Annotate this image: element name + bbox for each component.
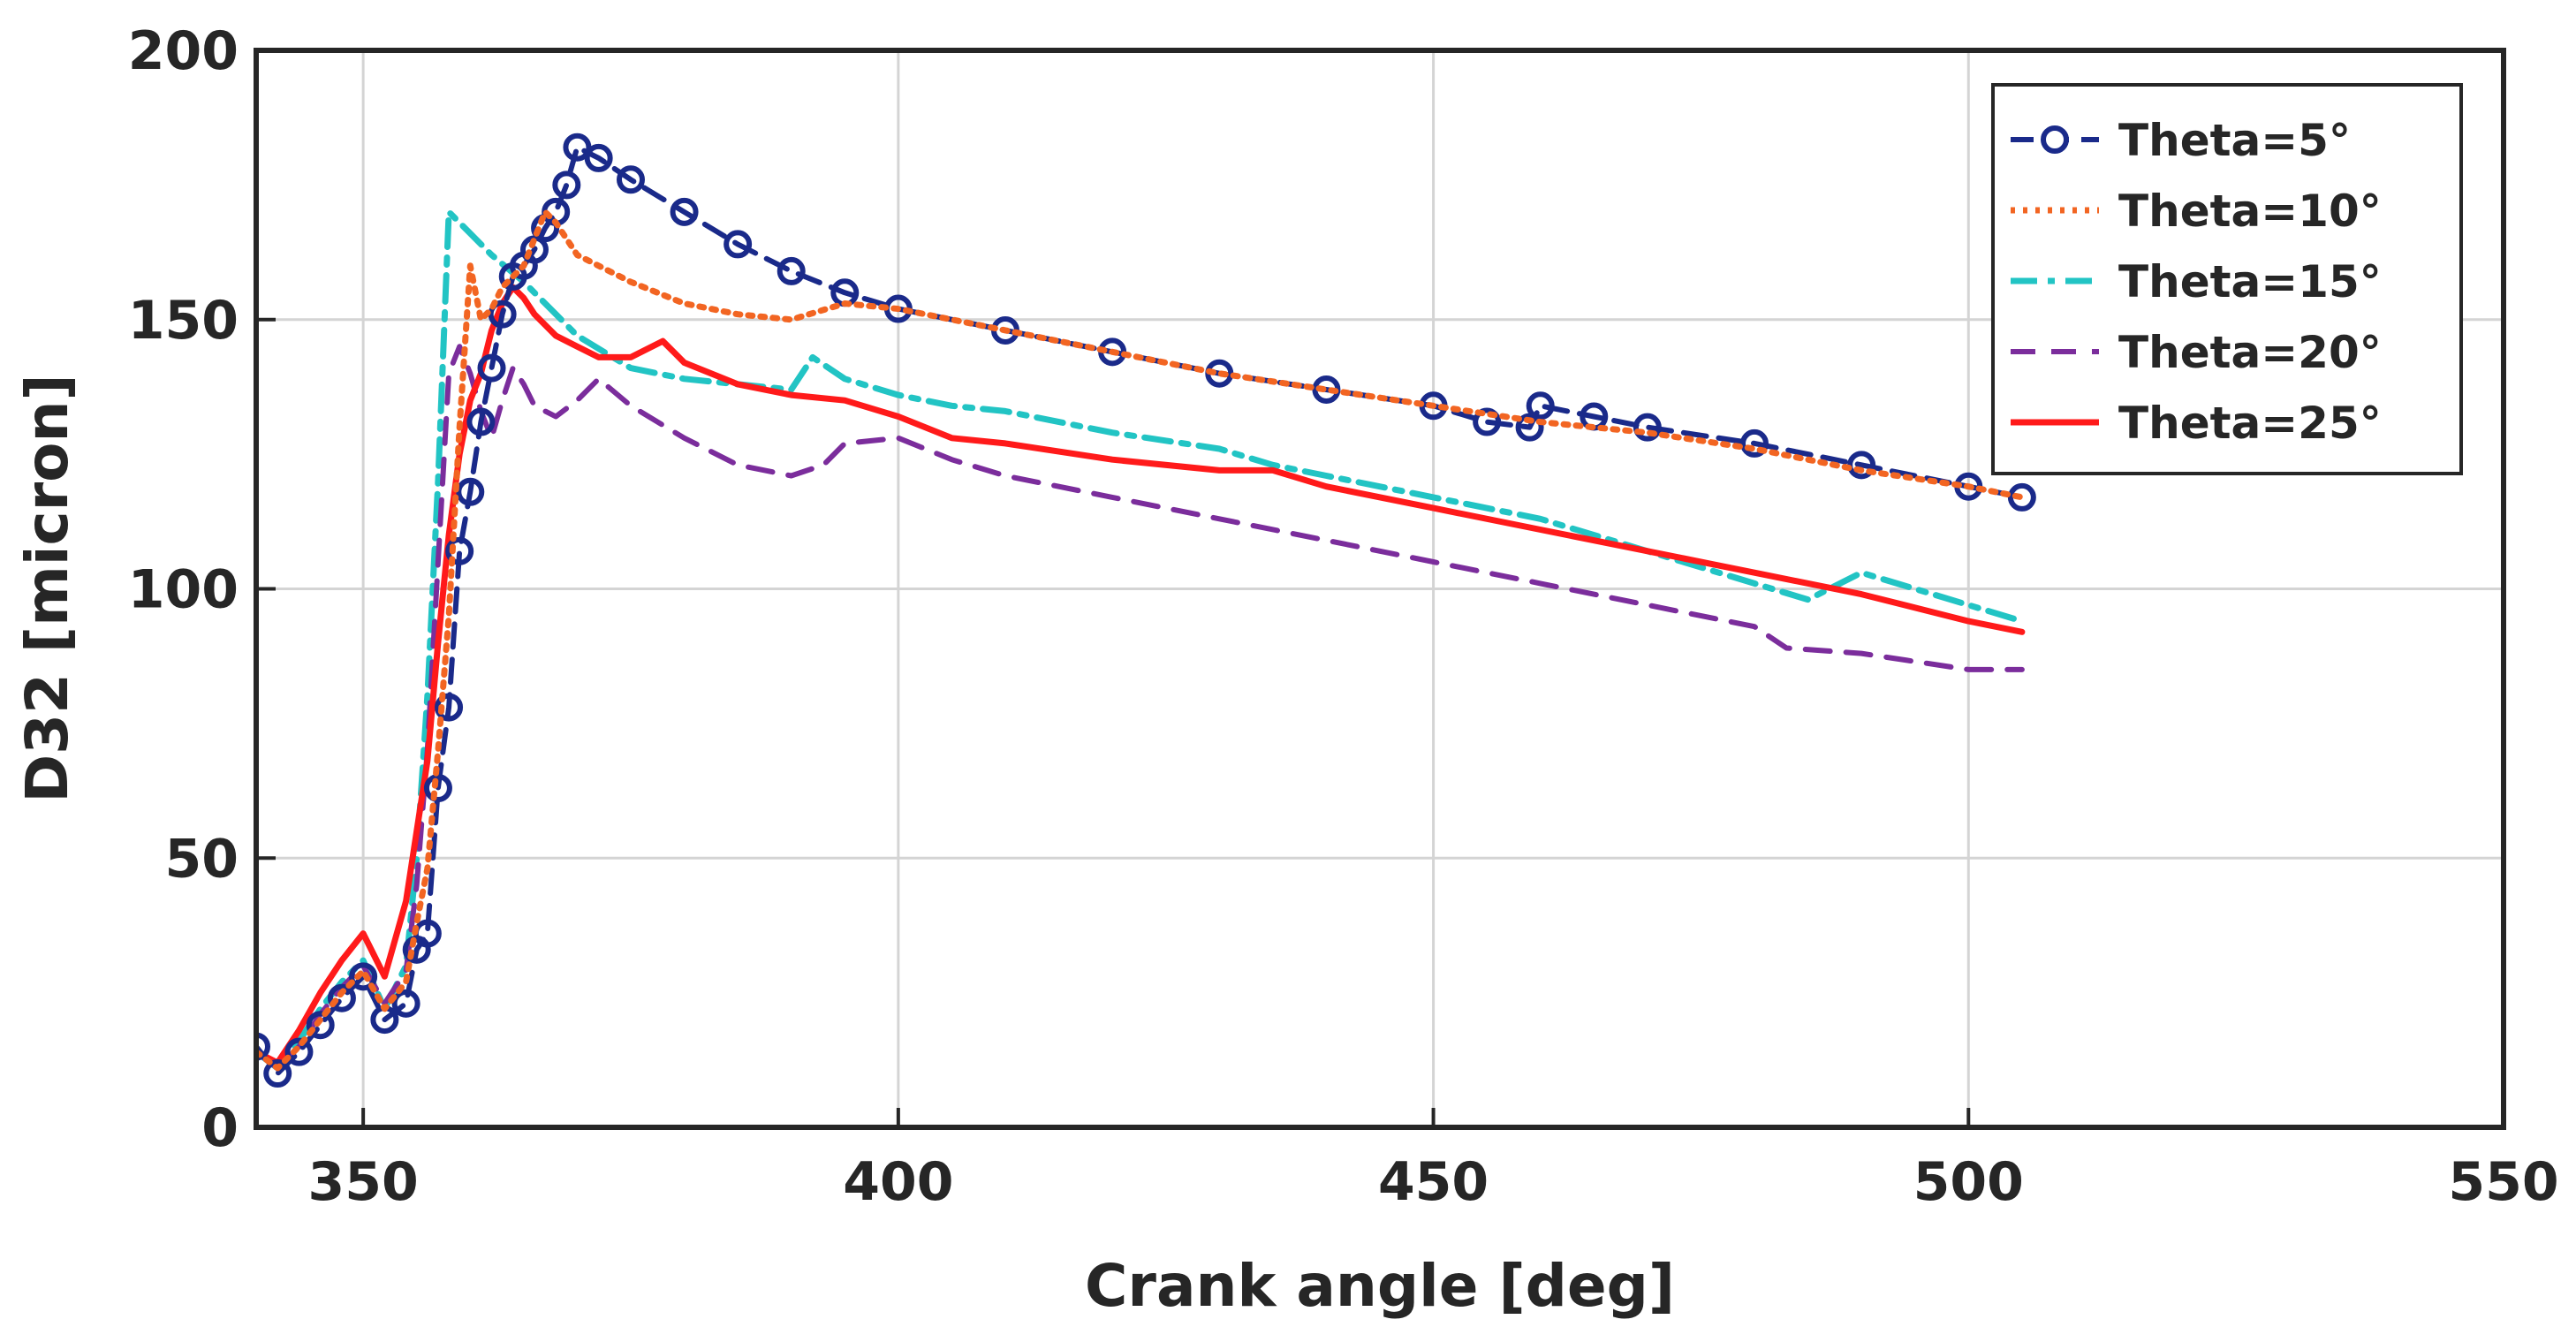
data-point xyxy=(466,407,496,436)
y-tick-label: 150 xyxy=(128,290,239,352)
data-point xyxy=(349,962,378,991)
data-point xyxy=(552,171,581,200)
y-tick-label: 100 xyxy=(128,559,239,621)
legend-item-1[interactable]: Theta=5° xyxy=(2011,115,2351,166)
data-point xyxy=(391,989,420,1018)
y-axis-title: D32 [micron] xyxy=(13,374,81,802)
legend-item-4[interactable]: Theta=20° xyxy=(2011,327,2382,378)
legend-item-5[interactable]: Theta=25° xyxy=(2011,398,2382,449)
data-point xyxy=(1473,407,1502,436)
series-4 xyxy=(256,344,2025,1071)
y-tick-label: 0 xyxy=(201,1097,239,1159)
legend-label: Theta=20° xyxy=(2118,327,2382,378)
data-point xyxy=(563,133,592,162)
data-point xyxy=(445,536,474,565)
series-line xyxy=(256,144,2025,1076)
series-line xyxy=(256,344,2025,1071)
data-point xyxy=(488,299,517,329)
data-point xyxy=(263,1059,292,1088)
series-line xyxy=(256,209,2026,1072)
data-point xyxy=(284,1037,314,1066)
legend-label: Theta=25° xyxy=(2118,398,2382,449)
y-tick-label: 200 xyxy=(128,20,239,82)
legend-item-2[interactable]: Theta=10° xyxy=(2011,186,2382,237)
series-2 xyxy=(256,209,2026,1072)
data-point xyxy=(724,230,753,259)
data-point xyxy=(1633,413,1662,442)
data-point xyxy=(1526,391,1555,421)
data-point xyxy=(256,1032,270,1061)
x-tick-label: 400 xyxy=(843,1151,953,1213)
x-tick-label: 500 xyxy=(1913,1151,2024,1213)
series-5 xyxy=(256,284,2026,1066)
legend-label: Theta=5° xyxy=(2118,115,2351,166)
data-point xyxy=(423,774,452,803)
y-tick-label: 50 xyxy=(165,828,239,890)
legend-label: Theta=15° xyxy=(2118,256,2382,307)
series-line xyxy=(256,284,2026,1066)
x-tick-label: 450 xyxy=(1378,1151,1489,1213)
data-point xyxy=(670,197,699,226)
data-point xyxy=(435,693,464,722)
series-layer xyxy=(256,133,2036,1088)
legend-item-3[interactable]: Theta=15° xyxy=(2011,256,2382,307)
legend-label: Theta=10° xyxy=(2118,186,2382,237)
legend-marker xyxy=(2041,125,2069,154)
data-point xyxy=(1515,413,1544,442)
data-point xyxy=(617,165,645,194)
legend[interactable]: Theta=5° Theta=10° Theta=15° Theta=20° Theta… xyxy=(1991,83,2463,475)
data-point xyxy=(777,256,806,285)
data-point xyxy=(2007,482,2036,512)
x-tick-label: 350 xyxy=(308,1151,419,1213)
x-tick-label: 550 xyxy=(2448,1151,2558,1213)
data-point xyxy=(306,1011,335,1040)
x-axis-title: Crank angle [deg] xyxy=(1085,1252,1675,1320)
data-point xyxy=(1740,428,1769,458)
data-point xyxy=(327,983,356,1012)
data-point xyxy=(456,477,485,506)
data-point xyxy=(477,353,506,383)
tick-layer: 350 400 450 500 550 0 50 100 150 200 xyxy=(128,20,2559,1213)
data-point xyxy=(584,143,613,172)
